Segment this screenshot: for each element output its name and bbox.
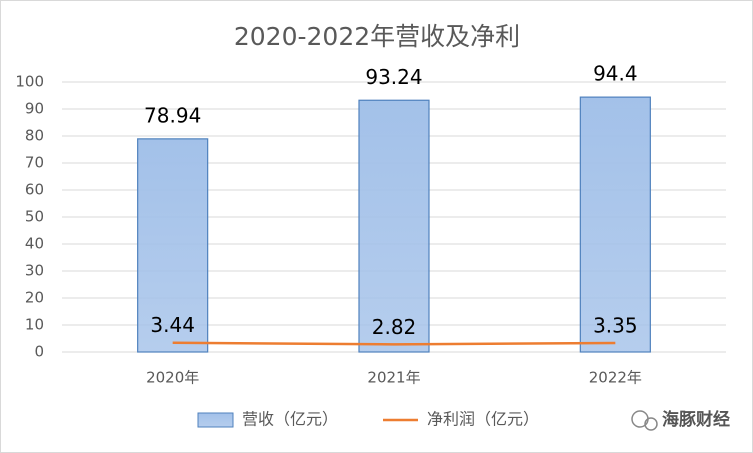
x-tick-label: 2020年 — [146, 369, 199, 387]
y-tick-label: 0 — [34, 343, 44, 361]
data-label: 94.4 — [593, 62, 638, 86]
x-tick-label: 2022年 — [589, 369, 642, 387]
y-tick-label: 80 — [25, 127, 44, 145]
data-label: 3.44 — [150, 313, 195, 337]
legend-swatch — [197, 412, 234, 428]
y-tick-label: 40 — [25, 235, 44, 253]
y-tick-label: 50 — [25, 208, 44, 226]
legend-label: 净利润（亿元） — [427, 410, 539, 429]
watermark: 海豚财经 — [662, 409, 730, 430]
y-tick-label: 60 — [25, 181, 44, 199]
line — [172, 341, 616, 346]
y-tick-label: 70 — [25, 154, 44, 172]
x-tick-label: 2021年 — [367, 369, 420, 387]
data-label: 2.82 — [372, 315, 417, 339]
watermark-icon — [631, 410, 658, 431]
y-tick-label: 100 — [15, 73, 44, 91]
y-tick-label: 90 — [25, 100, 44, 118]
legend-label: 营收（亿元） — [242, 410, 338, 429]
data-label: 78.94 — [144, 103, 201, 127]
y-tick-label: 30 — [25, 262, 44, 280]
data-label: 93.24 — [365, 65, 422, 89]
data-label: 3.35 — [593, 313, 638, 337]
bar — [358, 99, 430, 353]
chart-title: 2020-2022年营收及净利 — [234, 22, 520, 51]
bar — [137, 138, 209, 353]
y-tick-label: 20 — [25, 289, 44, 307]
bar — [579, 96, 651, 353]
y-tick-label: 10 — [25, 316, 44, 334]
